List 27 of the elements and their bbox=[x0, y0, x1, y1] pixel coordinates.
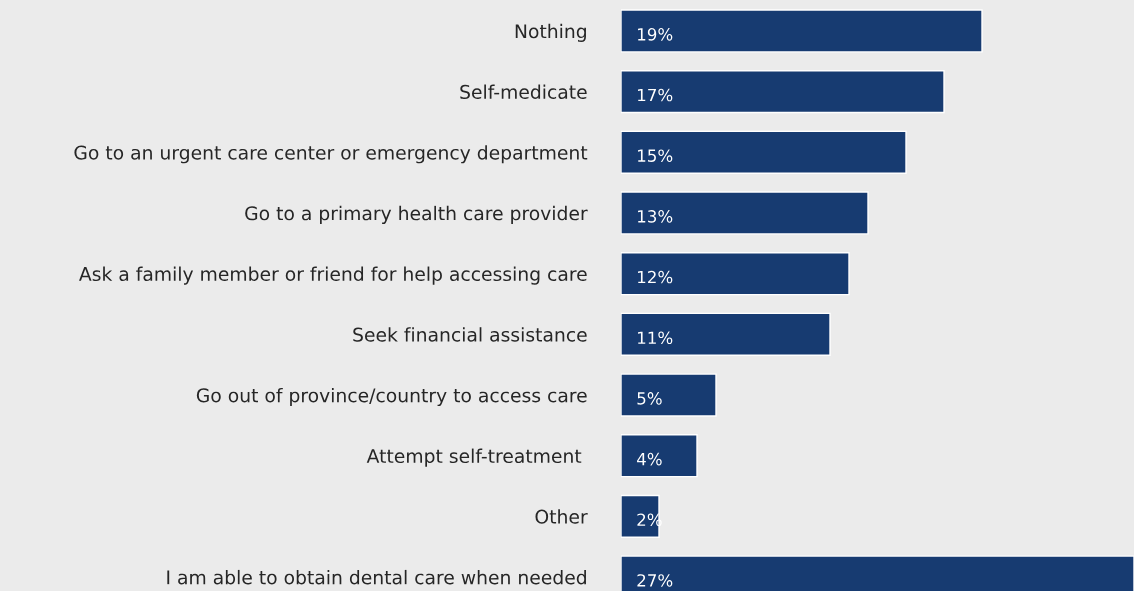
y-tick-label: Attempt self-treatment bbox=[366, 448, 582, 467]
y-tick-label: Go to an urgent care center or emergency department bbox=[74, 145, 588, 164]
data-label: 11% bbox=[638, 331, 673, 345]
y-tick-label: Other bbox=[535, 509, 588, 524]
y-tick-label: I am able to obtain dental care when needed bbox=[167, 569, 586, 585]
data-label: 5% bbox=[637, 392, 662, 405]
bar bbox=[621, 434, 698, 478]
data-label: 19% bbox=[638, 28, 673, 41]
bar bbox=[621, 252, 850, 296]
y-tick-label: Nothing bbox=[515, 23, 586, 42]
y-tick-label: Go out of province/country to access care bbox=[196, 387, 587, 407]
data-label: 17% bbox=[638, 88, 673, 102]
bar bbox=[621, 130, 907, 174]
data-label: 13% bbox=[638, 210, 673, 223]
bar bbox=[621, 9, 983, 53]
bar bbox=[621, 191, 869, 235]
y-tick-label: Self-medicate bbox=[460, 84, 587, 100]
y-tick-label: Seek financial assistance bbox=[353, 327, 587, 342]
bar bbox=[621, 373, 717, 417]
y-tick-label: Ask a family member or friend for help accessing care bbox=[79, 266, 587, 285]
y-tick-label: Go to a primary health care provider bbox=[245, 205, 588, 224]
data-label: 12% bbox=[638, 270, 673, 284]
bar bbox=[621, 69, 945, 114]
data-label: 4% bbox=[637, 452, 662, 466]
data-label: 27% bbox=[637, 574, 673, 587]
data-label: 15% bbox=[638, 149, 673, 162]
bar bbox=[621, 312, 831, 356]
